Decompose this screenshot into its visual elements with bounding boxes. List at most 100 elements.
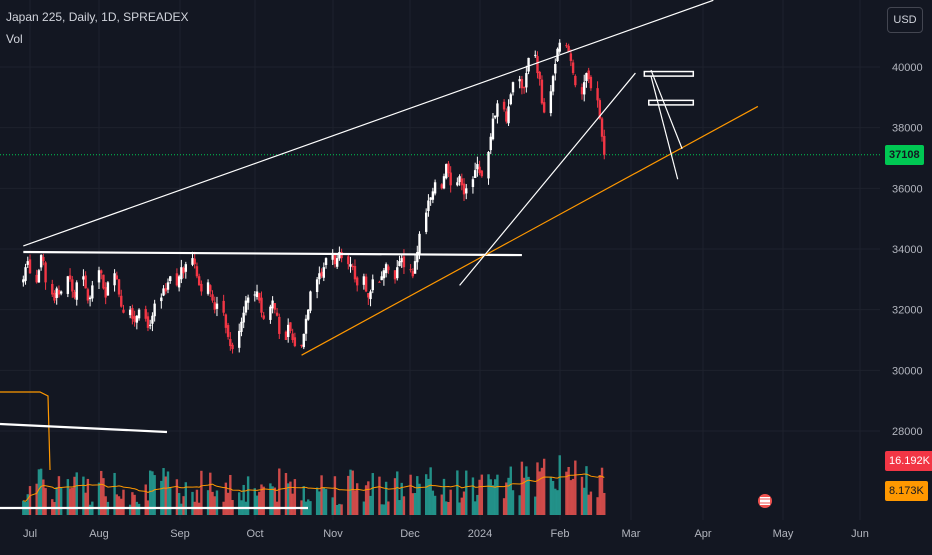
candle-body xyxy=(84,275,87,289)
candle-body xyxy=(151,315,154,324)
trendline[interactable] xyxy=(459,72,636,286)
volume-bar xyxy=(364,485,368,515)
candle-body xyxy=(489,136,492,151)
trendline[interactable] xyxy=(23,0,714,247)
candle-body xyxy=(104,287,107,298)
candle-body xyxy=(525,73,528,88)
candle-body xyxy=(536,56,539,74)
candle-body xyxy=(509,94,512,105)
volume-bar xyxy=(315,487,319,515)
candle-body xyxy=(589,76,593,89)
candle-body xyxy=(300,344,303,347)
volume-bar xyxy=(587,494,590,515)
range-rectangle[interactable] xyxy=(643,70,695,77)
candle-body xyxy=(55,288,58,298)
candle-body xyxy=(583,82,586,95)
volume-bar xyxy=(82,476,85,515)
volume-bar xyxy=(538,471,541,515)
volume-bar xyxy=(68,488,72,515)
volume-ma-tag: 8.173K xyxy=(885,481,928,501)
candle-body xyxy=(307,309,310,320)
volume-bar xyxy=(496,474,499,515)
currency-button[interactable]: USD xyxy=(887,7,923,33)
volume-bar xyxy=(556,490,559,515)
x-tick-label: 2024 xyxy=(468,528,492,540)
trendline[interactable] xyxy=(650,69,683,150)
volume-bar xyxy=(273,487,277,515)
volume-bar xyxy=(122,489,125,515)
volume-bar xyxy=(253,488,257,515)
range-rectangle[interactable] xyxy=(648,99,695,106)
candle-body xyxy=(587,70,590,80)
volume-bar xyxy=(353,490,357,515)
candle-body xyxy=(496,103,499,117)
volume-bar xyxy=(144,484,147,515)
volume-bar xyxy=(180,503,183,515)
candle-body xyxy=(246,297,250,303)
candle-body xyxy=(393,270,397,280)
candle-body xyxy=(603,135,606,155)
candle-body xyxy=(493,115,497,118)
volume-bar xyxy=(487,474,490,515)
volume-bar xyxy=(589,491,593,515)
candle-body xyxy=(97,270,101,283)
candle-body xyxy=(424,212,428,232)
volume-bar xyxy=(255,495,259,515)
candle-body xyxy=(193,258,196,265)
candle-body xyxy=(180,267,183,280)
volume-bar xyxy=(400,482,403,515)
volume-legend[interactable]: Vol xyxy=(6,32,23,46)
candle-body xyxy=(106,282,110,296)
volume-bar xyxy=(518,495,521,515)
volume-bar xyxy=(88,504,92,515)
candle-body xyxy=(433,182,437,194)
volume-bar xyxy=(286,483,290,515)
volume-bar xyxy=(551,480,555,515)
last-price-tag: 37108 xyxy=(885,145,924,165)
candle-body xyxy=(460,178,464,186)
candle-body xyxy=(402,256,406,268)
candle-body xyxy=(598,100,602,119)
volume-bar xyxy=(540,467,544,515)
x-tick-label: Nov xyxy=(323,528,343,540)
candle-body xyxy=(347,256,350,265)
candle-body xyxy=(335,258,339,267)
volume-bar xyxy=(289,481,292,515)
candle-body xyxy=(322,267,326,278)
volume-bar xyxy=(384,481,388,515)
candle-body xyxy=(169,276,172,282)
volume-bar xyxy=(309,501,312,515)
candle-body xyxy=(324,258,328,265)
candle-body xyxy=(271,300,274,309)
volume-pane-line[interactable] xyxy=(0,422,168,434)
candle-body xyxy=(128,309,132,316)
volume-bar xyxy=(100,470,103,515)
candle-body xyxy=(75,282,78,300)
candle-body xyxy=(88,297,92,300)
candle-body xyxy=(255,291,259,298)
support-trendline[interactable] xyxy=(301,105,759,356)
candle-body xyxy=(240,321,243,332)
candle-body xyxy=(162,288,165,296)
candle-body xyxy=(409,269,412,271)
volume-bar xyxy=(571,478,575,515)
volume-bar xyxy=(554,488,557,515)
candle-body xyxy=(26,261,29,265)
x-tick-label: Sep xyxy=(170,528,190,540)
candle-body xyxy=(68,275,72,280)
candle-body xyxy=(137,309,141,319)
symbol-legend[interactable]: Japan 225, Daily, 1D, SPREADEX xyxy=(6,10,189,24)
candle-body xyxy=(273,303,277,310)
candle-body xyxy=(91,285,94,299)
trendline[interactable] xyxy=(650,75,679,180)
candle-body xyxy=(507,106,510,124)
volume-bar xyxy=(137,503,141,515)
candle-body xyxy=(371,279,374,291)
candle-body xyxy=(445,164,448,179)
flag-icon[interactable] xyxy=(756,492,774,510)
volume-bar xyxy=(206,490,210,515)
trendline[interactable] xyxy=(23,250,522,257)
candle-body xyxy=(520,79,524,89)
